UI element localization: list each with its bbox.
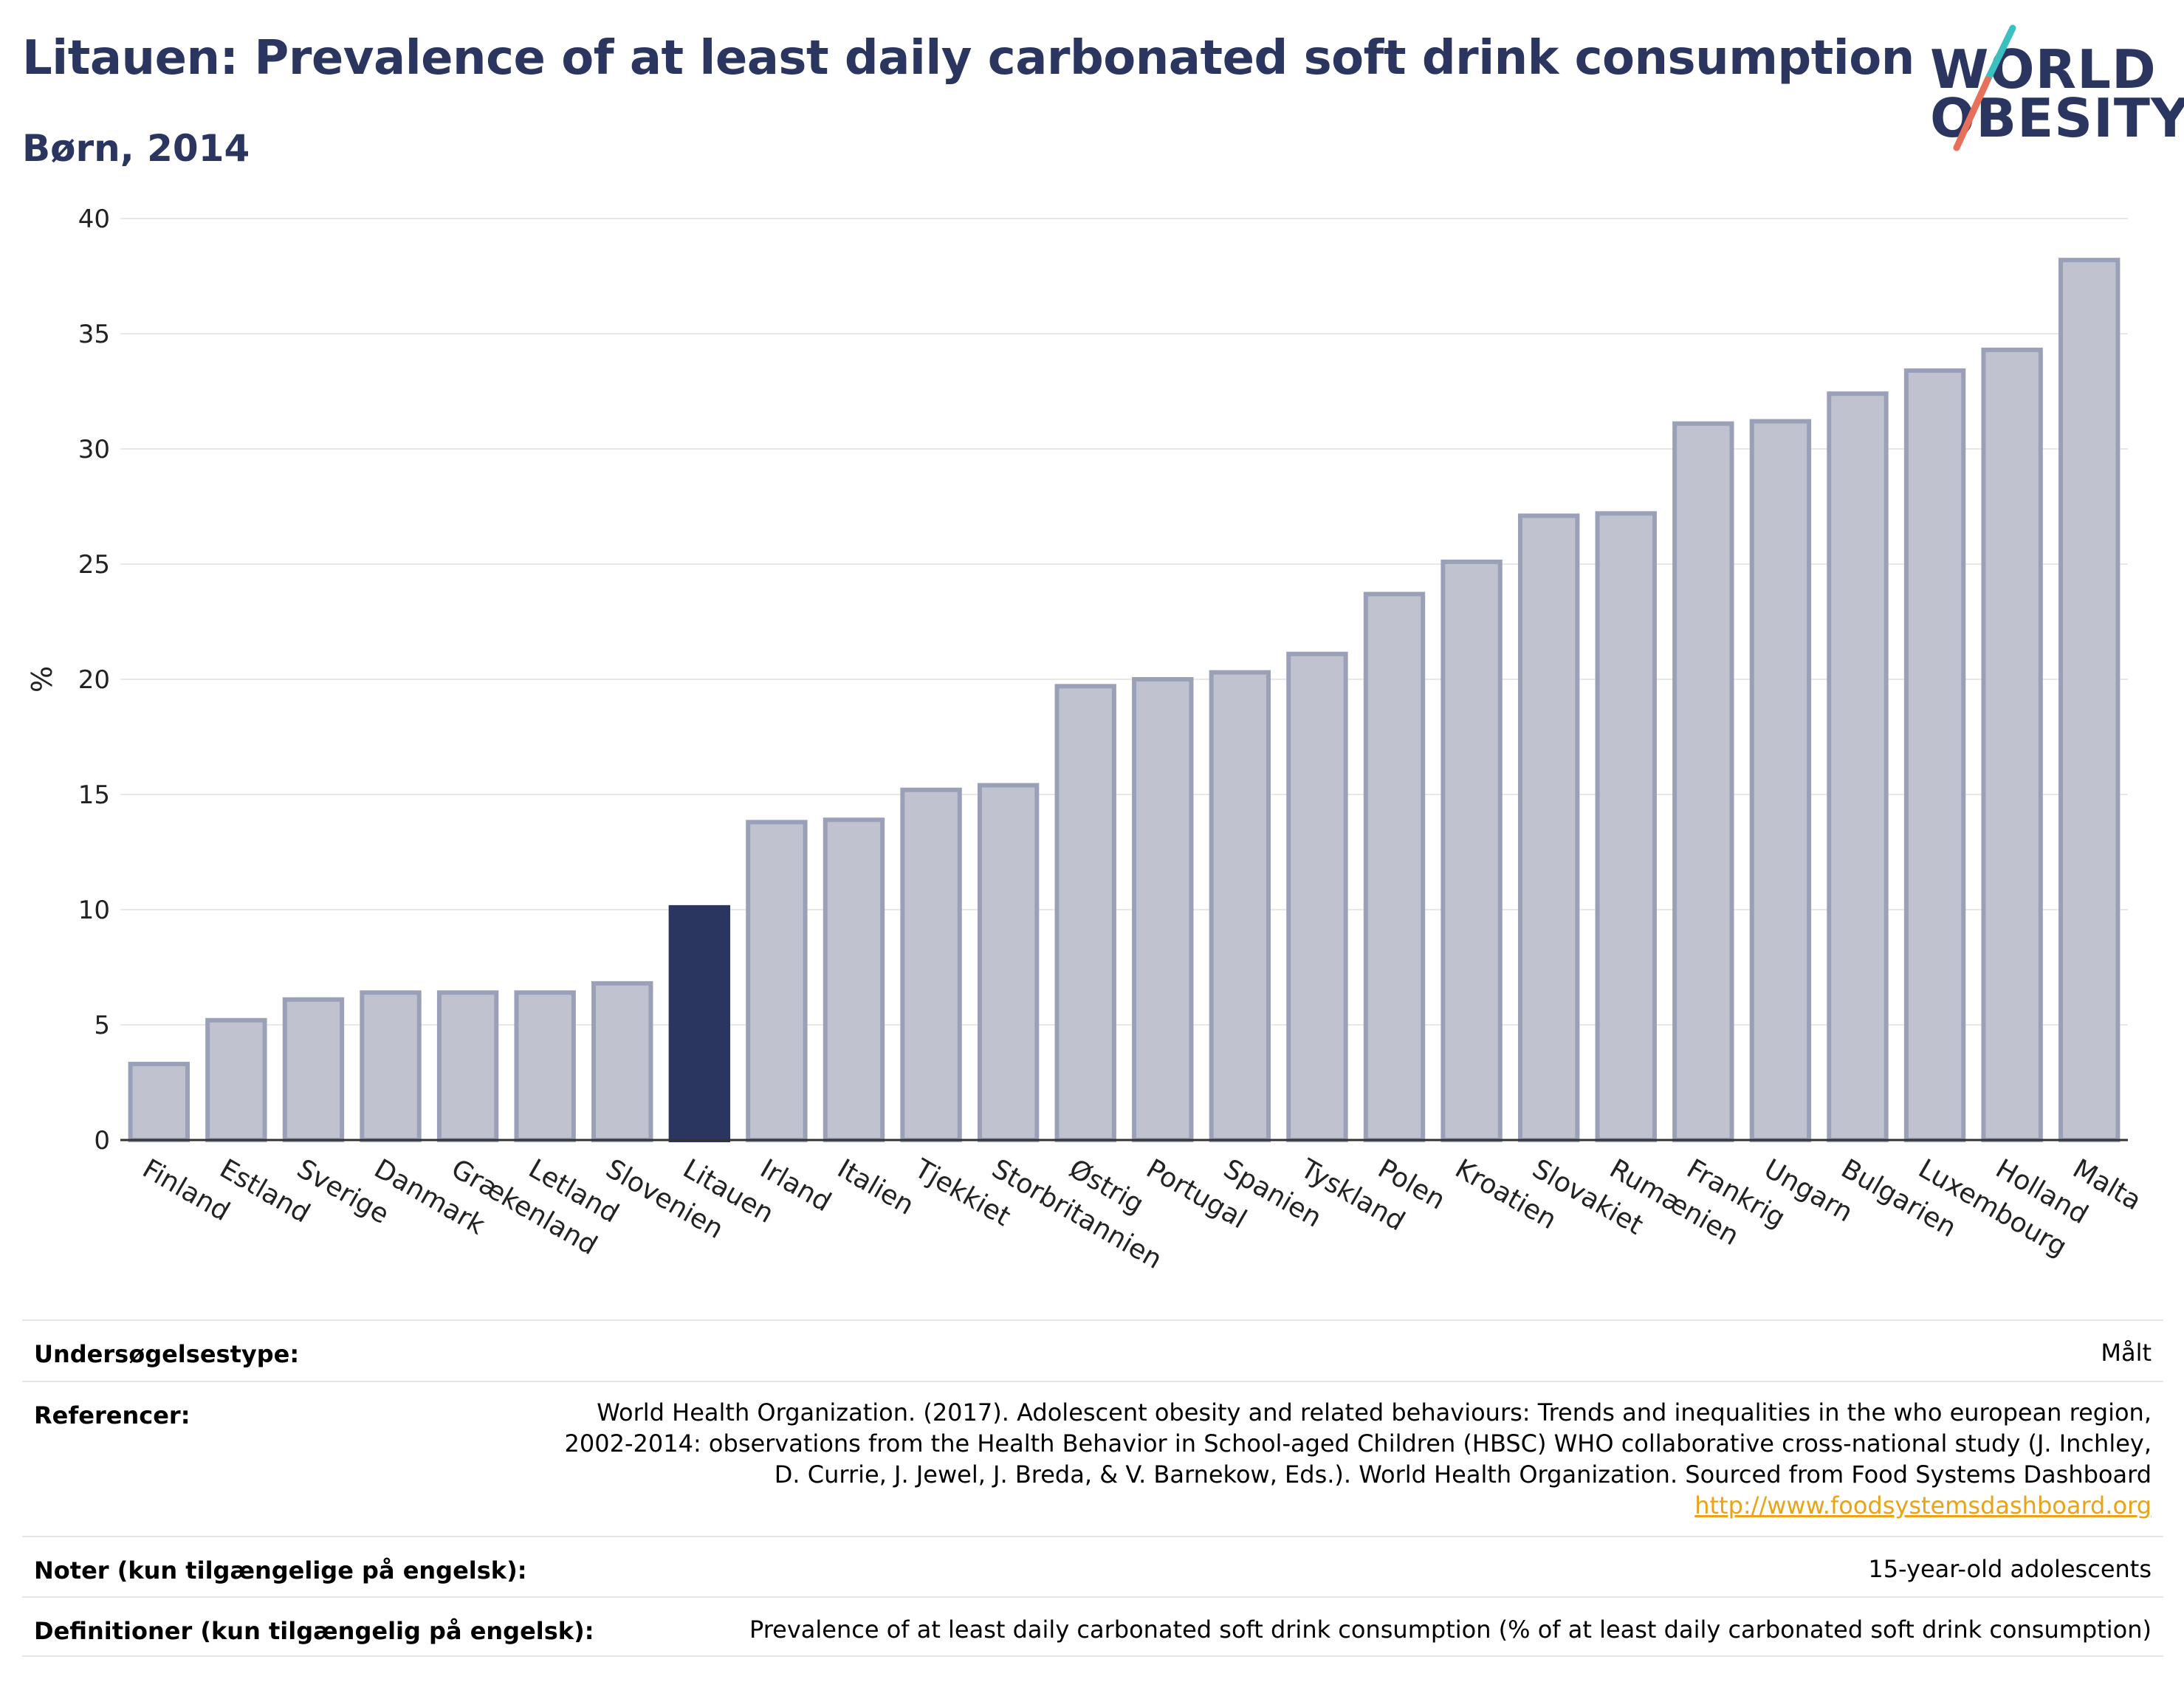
y-tick-label: 0 xyxy=(94,1126,110,1156)
y-tick-label: 35 xyxy=(78,320,110,349)
bar-letland xyxy=(514,990,576,1142)
bar-chart: 0510152025303540%FinlandEstlandSverigeDa… xyxy=(26,205,2146,1275)
bar-bulgarien xyxy=(1827,391,1889,1142)
x-tick-label: Italien xyxy=(832,1153,918,1220)
bar-italien xyxy=(823,817,885,1142)
bar-ungarn xyxy=(1749,419,1812,1142)
references-label: Referencer: xyxy=(34,1401,190,1429)
x-tick-label: Finland xyxy=(137,1153,235,1227)
bar-tyskland xyxy=(1286,651,1348,1142)
y-tick-label: 20 xyxy=(78,665,110,695)
bar-grækenland xyxy=(436,990,499,1142)
y-tick-label: 5 xyxy=(94,1011,110,1040)
y-tick-label: 40 xyxy=(78,205,110,234)
page-title: Litauen: Prevalence of at least daily ca… xyxy=(22,31,1915,86)
bar-portugal xyxy=(1132,677,1194,1142)
y-tick-label: 25 xyxy=(78,550,110,580)
footer-divider xyxy=(22,1655,2163,1657)
bar-kroatien xyxy=(1440,559,1503,1142)
survey-type-label: Undersøgelsestype: xyxy=(34,1340,300,1368)
bar-danmark xyxy=(360,990,422,1142)
bar-tjekkiet xyxy=(900,787,962,1142)
info-row-references: Referencer: World Health Organization. (… xyxy=(22,1381,2163,1520)
info-row-definitions: Definitioner (kun tilgængelig på engelsk… xyxy=(22,1596,2163,1645)
y-tick-label: 30 xyxy=(78,435,110,464)
notes-value: 15-year-old adolescents xyxy=(1868,1555,2152,1583)
bar-slovenien xyxy=(591,981,653,1142)
bar-sverige xyxy=(282,997,345,1143)
bar-estland xyxy=(205,1017,267,1143)
world-obesity-logo: WORLD OBESITY xyxy=(1920,22,2184,155)
survey-type-value: Målt xyxy=(2101,1339,2152,1367)
bar-irland xyxy=(746,820,808,1142)
bar-slovakiet xyxy=(1517,513,1580,1143)
notes-label: Noter (kun tilgængelige på engelsk): xyxy=(34,1556,527,1585)
info-row-survey: Undersøgelsestype: Målt xyxy=(22,1319,2163,1368)
bar-finland xyxy=(128,1062,190,1143)
y-axis-label: % xyxy=(26,666,58,693)
bar-litauen xyxy=(668,904,731,1142)
reference-line-1: World Health Organization. (2017). Adole… xyxy=(597,1398,2152,1427)
definitions-label: Definitioner (kun tilgængelig på engelsk… xyxy=(34,1617,594,1645)
bar-storbritannien xyxy=(977,783,1040,1143)
definitions-value: Prevalence of at least daily carbonated … xyxy=(749,1616,2152,1644)
page-subtitle: Børn, 2014 xyxy=(22,127,250,170)
bar-malta xyxy=(2058,258,2121,1142)
bar-luxembourg xyxy=(1903,368,1966,1142)
reference-line-2: 2002-2014: observations from the Health … xyxy=(564,1429,2152,1458)
logo-slash-icon xyxy=(1953,24,2016,151)
reference-link[interactable]: http://www.foodsystemsdashboard.org xyxy=(1694,1491,2152,1520)
logo-line-1: WORLD xyxy=(1930,38,2157,100)
bar-frankrig xyxy=(1672,421,1734,1142)
bar-rumænien xyxy=(1595,511,1657,1142)
info-row-notes: Noter (kun tilgængelige på engelsk): 15-… xyxy=(22,1536,2163,1585)
bar-spanien xyxy=(1209,670,1271,1142)
y-tick-label: 15 xyxy=(78,780,110,810)
y-tick-label: 10 xyxy=(78,896,110,925)
reference-line-3: D. Currie, J. Jewel, J. Breda, & V. Barn… xyxy=(774,1460,2152,1489)
bar-østrig xyxy=(1054,684,1116,1142)
references-value: World Health Organization. (2017). Adole… xyxy=(565,1397,2152,1521)
bar-polen xyxy=(1363,591,1426,1142)
bar-holland xyxy=(1981,347,2043,1143)
